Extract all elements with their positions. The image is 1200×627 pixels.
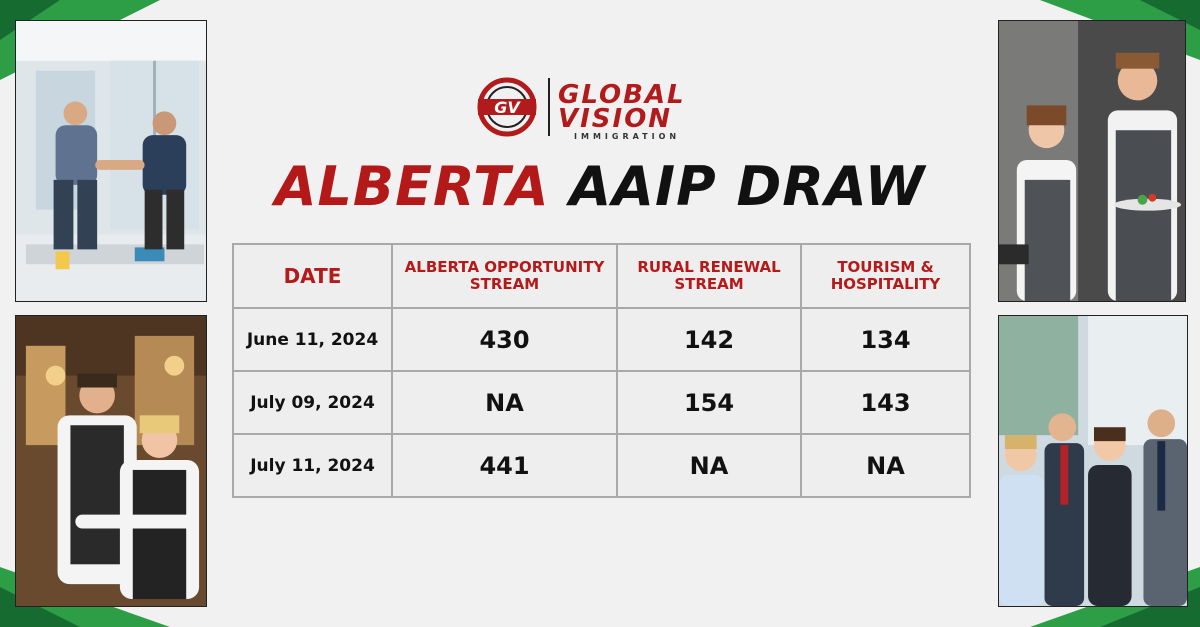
draw-results-table: DATE ALBERTA OPPORTUNITY STREAM RURAL RE… <box>232 243 971 498</box>
table-row: July 11, 2024 441 NA NA <box>232 433 971 498</box>
business-handshake-photo <box>15 20 207 302</box>
business-team-photo <box>998 315 1188 607</box>
table-row: July 09, 2024 NA 154 143 <box>232 370 971 435</box>
tourism-hospitality-value: NA <box>800 433 971 498</box>
brand-tagline: IMMIGRATION <box>574 132 681 141</box>
rural-renewal-value: NA <box>616 433 802 498</box>
tourism-hospitality-value: 134 <box>800 307 971 372</box>
gv-monogram-icon: GV <box>477 77 537 137</box>
row-date: July 09, 2024 <box>232 370 393 435</box>
alberta-opportunity-value: NA <box>391 370 618 435</box>
rural-renewal-value: 154 <box>616 370 802 435</box>
hospitality-staff-photo <box>998 20 1186 302</box>
title-aaip-draw: AAIP DRAW <box>569 155 926 218</box>
header-tourism-hospitality: TOURISM & HOSPITALITY <box>800 243 971 309</box>
logo-divider <box>548 78 550 136</box>
monogram-text: GV <box>494 98 521 117</box>
brand-line-2: VISION <box>558 104 673 134</box>
table-header-row: DATE ALBERTA OPPORTUNITY STREAM RURAL RE… <box>232 243 971 309</box>
table-row: June 11, 2024 430 142 134 <box>232 307 971 372</box>
tourism-hospitality-value: 143 <box>800 370 971 435</box>
header-alberta-opportunity-stream: ALBERTA OPPORTUNITY STREAM <box>391 243 618 309</box>
rural-renewal-value: 142 <box>616 307 802 372</box>
global-vision-logo: GV GLOBAL VISION IMMIGRATION <box>474 76 704 141</box>
row-date: July 11, 2024 <box>232 433 393 498</box>
header-rural-renewal-stream: RURAL RENEWAL STREAM <box>616 243 802 309</box>
alberta-opportunity-value: 430 <box>391 307 618 372</box>
brand-line-1: GLOBAL <box>558 80 686 110</box>
waitstaff-photo <box>15 315 207 607</box>
alberta-opportunity-value: 441 <box>391 433 618 498</box>
header-date: DATE <box>232 243 393 309</box>
page-title: ALBERTA AAIP DRAW <box>230 152 970 222</box>
row-date: June 11, 2024 <box>232 307 393 372</box>
title-alberta: ALBERTA <box>274 155 550 218</box>
